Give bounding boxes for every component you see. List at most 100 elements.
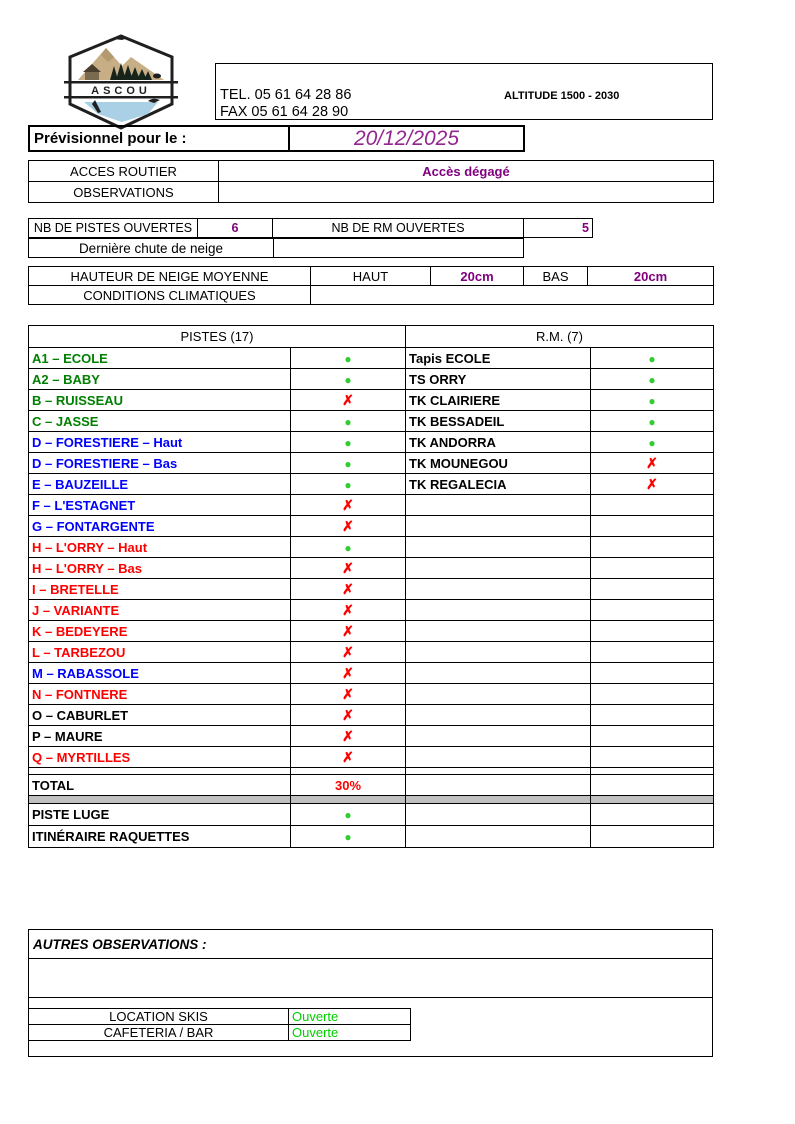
empty-cell: [589, 767, 715, 775]
closed-cross-icon: ✗: [342, 727, 354, 744]
closed-cross-icon: ✗: [342, 391, 354, 408]
acces-routier-value: Accès dégagé: [218, 160, 714, 182]
status-row: I – BRETELLE ✗: [28, 578, 715, 600]
piste-name: C – JASSE: [28, 410, 291, 432]
piste-name: J – VARIANTE: [28, 599, 291, 621]
piste-name: Q – MYRTILLES: [28, 746, 291, 768]
status-cell: ●: [589, 431, 715, 453]
piste-name: P – MAURE: [28, 725, 291, 747]
fax-number: FAX 05 61 64 28 90: [220, 104, 349, 120]
status-row: H – L'ORRY – Haut ●: [28, 536, 715, 558]
piste-name: A1 – ECOLE: [28, 347, 291, 369]
rm-header: R.M. (7): [404, 325, 715, 348]
lake: [84, 102, 158, 122]
haut-value: 20cm: [430, 266, 524, 286]
piste-name: I – BRETELLE: [28, 578, 291, 600]
status-cell: ✗: [290, 746, 406, 768]
status-cell: [589, 662, 715, 684]
nb-pistes-label: NB DE PISTES OUVERTES: [28, 218, 198, 238]
closed-cross-icon: ✗: [342, 622, 354, 639]
status-cell: ✗: [589, 452, 715, 474]
piste-name: D – FORESTIERE – Bas: [28, 452, 291, 474]
status-cell: ●: [290, 473, 406, 495]
band-line-top: [64, 81, 178, 84]
rm-name: TK BESSADEIL: [405, 410, 591, 432]
last-snow-label: Dernière chute de neige: [28, 238, 274, 258]
logo-text: ASCOU: [91, 85, 151, 97]
closed-cross-icon: ✗: [646, 454, 658, 471]
status-cell: ●: [589, 368, 715, 390]
band-line-bottom: [64, 96, 178, 99]
empty-cell: [589, 774, 715, 796]
service-row: CAFETERIA / BAR Ouverte: [28, 1024, 411, 1041]
forecast-date-value: 20/12/2025: [288, 125, 525, 152]
pine-trees: [110, 63, 152, 80]
status-cell: ✗: [290, 725, 406, 747]
status-cell: [589, 683, 715, 705]
status-cell: [589, 578, 715, 600]
open-dot-icon: ●: [344, 456, 352, 471]
rm-name: [405, 620, 591, 642]
location-skis-status: Ouverte: [288, 1008, 411, 1025]
goat-icon: [153, 73, 161, 79]
closed-cross-icon: ✗: [342, 601, 354, 618]
extra-status-row: ITINÉRAIRE RAQUETTES ●: [28, 825, 715, 848]
altitude-label: ALTITUDE 1500 - 2030: [504, 90, 620, 102]
status-cell: ●: [589, 347, 715, 369]
status-cell: ✗: [290, 641, 406, 663]
status-row: F – L'ESTAGNET ✗: [28, 494, 715, 516]
last-snow-table: Dernière chute de neige: [28, 238, 524, 258]
rm-name: TK ANDORRA: [405, 431, 591, 453]
piste-name: G – FONTARGENTE: [28, 515, 291, 537]
status-cell: ●: [290, 368, 406, 390]
gray-cell: [28, 795, 291, 804]
empty-cell: [405, 774, 591, 796]
status-row: H – L'ORRY – Bas ✗: [28, 557, 715, 579]
closed-cross-icon: ✗: [342, 664, 354, 681]
rm-name: [405, 557, 591, 579]
status-cell: ✗: [290, 683, 406, 705]
empty-cell: [589, 803, 715, 826]
piste-name: D – FORESTIERE – Haut: [28, 431, 291, 453]
open-dot-icon: ●: [648, 414, 656, 429]
other-observations-box: AUTRES OBSERVATIONS :: [28, 929, 713, 1057]
status-row: O – CABURLET ✗: [28, 704, 715, 726]
status-cell: [589, 494, 715, 516]
pistes-header: PISTES (17): [28, 325, 406, 348]
acces-row: ACCES ROUTIER Accès dégagé: [28, 160, 714, 182]
open-dot-icon: ●: [344, 808, 352, 822]
conditions-label: CONDITIONS CLIMATIQUES: [28, 285, 311, 305]
status-row: E – BAUZEILLE ● TK REGALECIA ✗: [28, 473, 715, 495]
status-cell: ●: [290, 803, 406, 826]
status-cell: [589, 746, 715, 768]
closed-cross-icon: ✗: [342, 559, 354, 576]
piste-name: H – L'ORRY – Bas: [28, 557, 291, 579]
open-dot-icon: ●: [344, 477, 352, 492]
open-dot-icon: ●: [648, 393, 656, 408]
status-cell: ✗: [290, 557, 406, 579]
rm-name: Tapis ECOLE: [405, 347, 591, 369]
conditions-value: [310, 285, 714, 305]
status-cell: [589, 536, 715, 558]
conditions-row: CONDITIONS CLIMATIQUES: [28, 285, 714, 305]
status-rows: A1 – ECOLE ● Tapis ECOLE ● A2 – BABY ● TS ORRY…: [28, 347, 715, 768]
closed-cross-icon: ✗: [342, 643, 354, 660]
status-cell: ✗: [290, 494, 406, 516]
rm-name: [405, 683, 591, 705]
rm-name: [405, 704, 591, 726]
counts-table: NB DE PISTES OUVERTES 6 NB DE RM OUVERTE…: [28, 218, 593, 238]
rm-name: [405, 536, 591, 558]
closed-cross-icon: ✗: [646, 475, 658, 492]
status-cell: ●: [290, 431, 406, 453]
status-row: N – FONTNERE ✗: [28, 683, 715, 705]
total-label: TOTAL: [28, 774, 291, 796]
status-row: P – MAURE ✗: [28, 725, 715, 747]
piste-name: O – CABURLET: [28, 704, 291, 726]
status-cell: [589, 704, 715, 726]
rm-name: [405, 578, 591, 600]
extra-label: ITINÉRAIRE RAQUETTES: [28, 825, 291, 848]
observations-row: OBSERVATIONS: [28, 181, 714, 203]
extra-status-row: PISTE LUGE ●: [28, 803, 715, 826]
contact-box: TEL. 05 61 64 28 86 FAX 05 61 64 28 90 A…: [215, 63, 713, 120]
